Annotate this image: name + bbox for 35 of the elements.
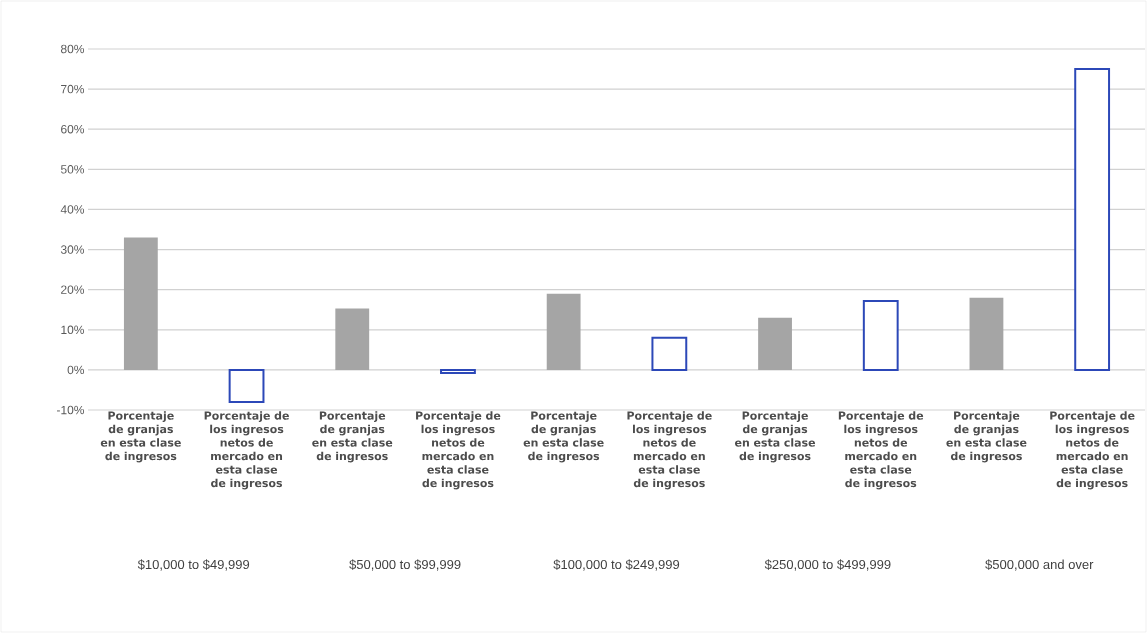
x-tick-label: Porcentaje de los ingresos netos de mercado en esta clase de ingresos <box>204 411 289 490</box>
y-tick-label: 40% <box>60 205 85 214</box>
bar <box>228 368 265 403</box>
text: $50,000 to $99,999 <box>349 559 461 571</box>
bar <box>862 299 899 371</box>
text: $10,000 to $49,999 <box>137 559 250 571</box>
x-tick-label: Porcentaje de granjas en esta clase de ingresos <box>735 411 816 463</box>
bar <box>123 237 158 370</box>
bar <box>651 336 688 371</box>
bar <box>335 308 370 370</box>
bar <box>440 368 476 375</box>
y-tick-label: 10% <box>61 325 85 335</box>
x-tick-label: Porcentaje de los ingresos netos de mercado en esta clase de ingresos <box>416 411 501 490</box>
y-tick-label: 60% <box>61 124 85 134</box>
y-tick-label: 0% <box>67 365 85 375</box>
text: $100,000 to $249,999 <box>553 559 680 571</box>
x-tick-label: Porcentaje de granjas en esta clase de ingresos <box>523 411 604 463</box>
bar <box>969 297 1004 370</box>
y-tick-label: -10% <box>56 405 85 415</box>
x-tick-label: Porcentaje de los ingresos netos de mercado en esta clase de ingresos <box>838 411 924 490</box>
bar <box>1074 68 1111 371</box>
x-tick-label: Porcentaje de los ingresos netos de mercado en esta clase de ingresos <box>1050 411 1135 490</box>
text: $500,000 and over <box>985 559 1094 571</box>
bar <box>546 293 581 370</box>
y-tick-label: 80% <box>60 44 85 54</box>
x-tick-label: Porcentaje de granjas en esta clase de ingresos <box>946 411 1027 463</box>
x-tick-label: Porcentaje de granjas en esta clase de ingresos <box>312 411 393 463</box>
x-tick-label: Porcentaje de los ingresos netos de mercado en esta clase de ingresos <box>627 411 712 490</box>
y-tick-label: 20% <box>61 285 85 294</box>
y-tick-label: 30% <box>60 245 85 254</box>
text: $250,000 to $499,999 <box>764 559 891 571</box>
y-tick-label: 50% <box>60 165 85 174</box>
x-tick-label: Porcentaje de granjas en esta clase de ingresos <box>100 411 181 463</box>
bar <box>758 317 792 370</box>
y-tick-label: 70% <box>61 84 85 94</box>
